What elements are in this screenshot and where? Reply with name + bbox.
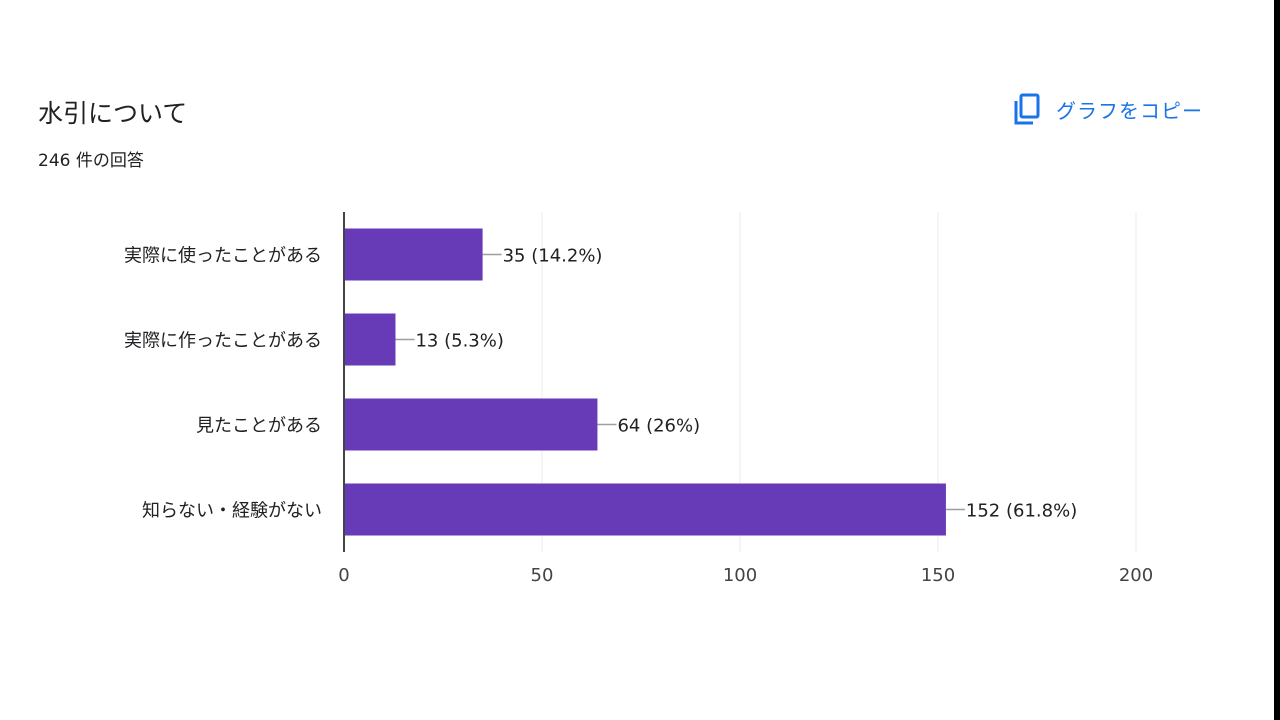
bar <box>344 313 396 366</box>
bar <box>344 228 483 281</box>
bar <box>344 398 598 451</box>
copy-icon <box>1012 92 1042 126</box>
category-label: 実際に作ったことがある <box>124 331 322 352</box>
x-tick-label: 150 <box>921 565 955 586</box>
data-label: 64 (26%) <box>617 416 700 437</box>
category-label: 見たことがある <box>196 416 322 437</box>
copy-chart-button[interactable]: グラフをコピー <box>1012 88 1203 130</box>
data-label: 35 (14.2%) <box>503 246 603 267</box>
x-tick-label: 100 <box>723 565 757 586</box>
data-label: 152 (61.8%) <box>966 501 1077 522</box>
response-count: 246 件の回答 <box>38 151 144 171</box>
right-edge-bar <box>1274 0 1280 720</box>
x-tick-label: 0 <box>338 565 349 586</box>
bar <box>344 483 946 536</box>
x-tick-label: 200 <box>1119 565 1153 586</box>
x-tick-label: 50 <box>531 565 554 586</box>
category-label: 知らない・経験がない <box>142 501 322 522</box>
copy-chart-label: グラフをコピー <box>1056 98 1203 123</box>
category-label: 実際に使ったことがある <box>124 246 322 267</box>
data-label: 13 (5.3%) <box>415 331 503 352</box>
page-title: 水引について <box>38 99 188 128</box>
